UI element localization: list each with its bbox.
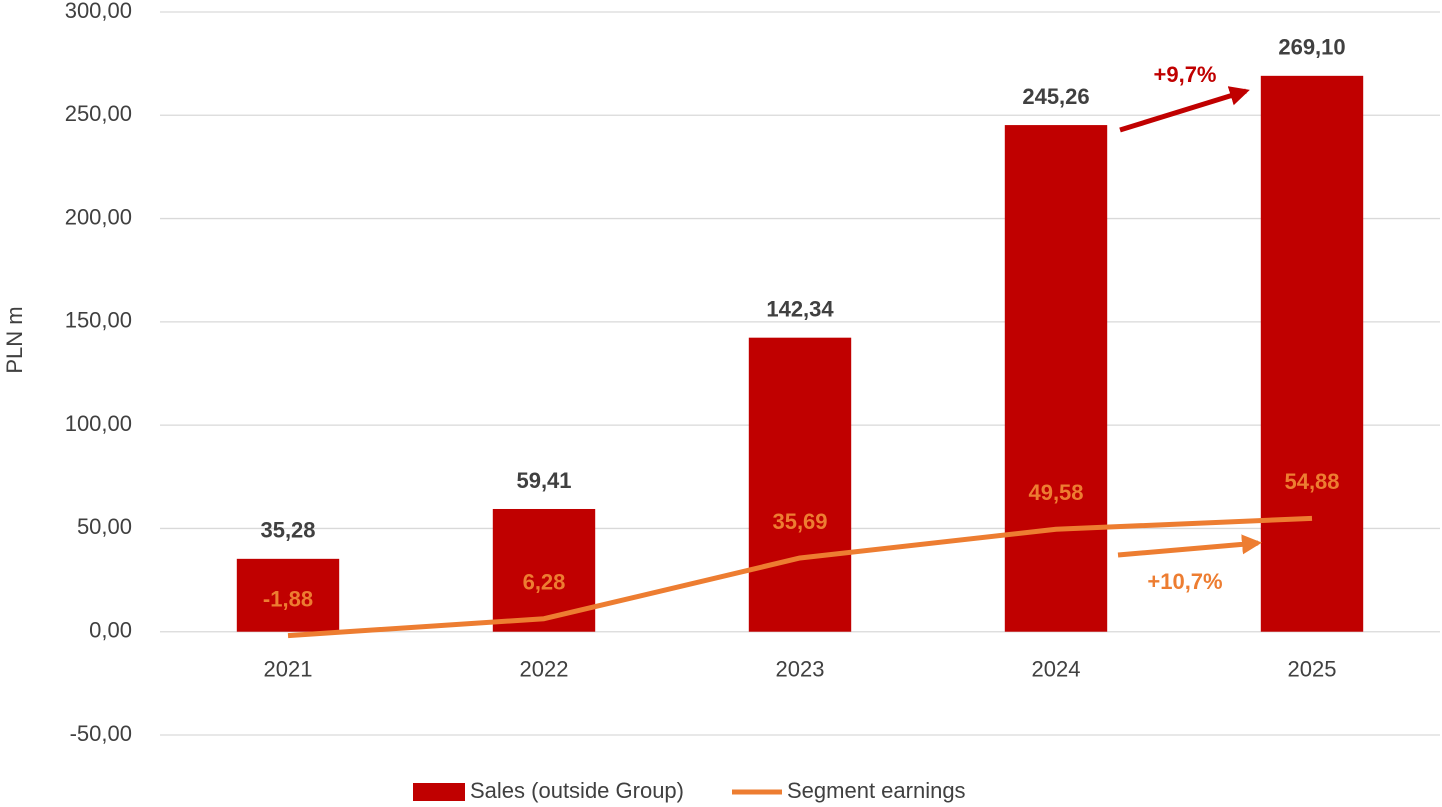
y-tick-label: 100,00 (65, 411, 132, 436)
data-label: 142,34 (766, 296, 834, 321)
y-axis-label: PLN m (2, 306, 27, 373)
labels: 2021 2022 2023 2024 2025 35,28 59,41 142,34 245,… (260, 35, 1345, 682)
grid: -50,00 0,00 50,00 100,00 150,00 200,00 250,00 3… (65, 0, 1440, 746)
data-label: 269,10 (1278, 35, 1345, 60)
legend-label: Sales (outside Group) (470, 778, 684, 803)
data-label: -1,88 (263, 586, 313, 611)
data-label: 35,28 (260, 518, 315, 543)
bar (1260, 75, 1364, 632)
y-tick-label: -50,00 (70, 721, 132, 746)
y-tick-label: 150,00 (65, 308, 132, 333)
x-tick-label: 2024 (1032, 657, 1081, 682)
bar (1004, 125, 1108, 632)
data-label: 245,26 (1022, 84, 1089, 109)
x-tick-label: 2021 (264, 657, 313, 682)
legend-label: Segment earnings (787, 778, 966, 803)
data-label: 6,28 (523, 570, 566, 595)
y-tick-label: 200,00 (65, 204, 132, 229)
x-tick-label: 2025 (1288, 657, 1337, 682)
line (287, 515, 1313, 639)
x-tick-label: 2022 (520, 657, 569, 682)
data-label: 35,69 (772, 509, 827, 534)
annotation: +10,7% (1147, 569, 1222, 594)
annotation: +9,7% (1154, 62, 1217, 87)
legend-swatch (413, 783, 465, 801)
arrow (1119, 86, 1250, 133)
y-tick-label: 50,00 (77, 514, 132, 539)
data-label: 49,58 (1028, 480, 1083, 505)
y-tick-label: 250,00 (65, 101, 132, 126)
y-tick-label: 300,00 (65, 0, 132, 23)
bar (748, 337, 852, 632)
bars (236, 75, 1364, 632)
y-tick-label: 0,00 (89, 618, 132, 643)
data-label: 59,41 (516, 468, 571, 493)
bar (236, 558, 340, 632)
arrow (1117, 534, 1262, 558)
data-label: 54,88 (1284, 469, 1339, 494)
line-layer (287, 515, 1313, 639)
legend: Sales (outside Group) Segment earnings (413, 778, 966, 803)
x-tick-label: 2023 (776, 657, 825, 682)
